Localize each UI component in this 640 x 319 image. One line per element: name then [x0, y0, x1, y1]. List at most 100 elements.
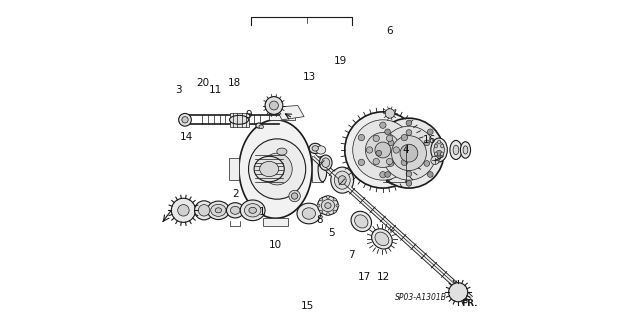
Circle shape [392, 136, 426, 171]
Circle shape [406, 171, 412, 177]
Ellipse shape [259, 125, 264, 129]
Ellipse shape [450, 140, 462, 160]
Text: 9: 9 [245, 110, 252, 120]
Polygon shape [263, 218, 288, 226]
Text: 17: 17 [358, 272, 371, 282]
Ellipse shape [317, 204, 320, 207]
Polygon shape [276, 106, 304, 120]
Ellipse shape [440, 144, 444, 148]
Circle shape [385, 172, 390, 177]
Polygon shape [269, 109, 294, 120]
Circle shape [406, 120, 412, 126]
Ellipse shape [260, 161, 278, 177]
Circle shape [400, 144, 418, 162]
Ellipse shape [277, 148, 287, 155]
Polygon shape [239, 120, 312, 218]
Ellipse shape [240, 200, 265, 221]
Circle shape [289, 190, 300, 202]
Circle shape [365, 132, 401, 167]
Ellipse shape [440, 152, 444, 156]
Circle shape [385, 129, 390, 135]
Text: 14: 14 [179, 132, 193, 142]
Text: 19: 19 [334, 56, 348, 66]
Text: 18: 18 [228, 78, 241, 88]
Ellipse shape [262, 153, 292, 185]
Ellipse shape [431, 138, 447, 162]
Ellipse shape [351, 211, 372, 232]
Ellipse shape [319, 198, 323, 201]
Polygon shape [230, 113, 248, 127]
Circle shape [393, 147, 399, 153]
Ellipse shape [333, 210, 336, 213]
Text: 5: 5 [328, 227, 335, 238]
Ellipse shape [326, 196, 330, 198]
Text: 7: 7 [348, 250, 355, 260]
Ellipse shape [438, 156, 441, 160]
Circle shape [373, 135, 380, 142]
Ellipse shape [453, 145, 459, 155]
Ellipse shape [324, 203, 331, 208]
Ellipse shape [322, 158, 330, 167]
Circle shape [380, 122, 386, 128]
Circle shape [382, 126, 436, 180]
Circle shape [401, 134, 408, 141]
Ellipse shape [244, 204, 261, 217]
Text: 8: 8 [317, 215, 323, 225]
Circle shape [424, 140, 429, 146]
Ellipse shape [435, 152, 438, 156]
Text: 4: 4 [403, 145, 409, 155]
Ellipse shape [434, 142, 444, 158]
Ellipse shape [375, 232, 389, 246]
Circle shape [376, 150, 381, 156]
Circle shape [353, 120, 413, 180]
Text: 3: 3 [175, 85, 182, 95]
Ellipse shape [256, 123, 262, 128]
Circle shape [388, 140, 394, 146]
Ellipse shape [321, 199, 335, 211]
Ellipse shape [312, 146, 319, 151]
Ellipse shape [326, 213, 330, 216]
Text: 10: 10 [269, 240, 282, 250]
Ellipse shape [211, 204, 226, 216]
Circle shape [406, 181, 412, 186]
Text: 12: 12 [377, 272, 390, 282]
Circle shape [265, 97, 283, 115]
Ellipse shape [336, 204, 339, 207]
Ellipse shape [339, 176, 346, 185]
Circle shape [406, 130, 412, 135]
Circle shape [358, 134, 365, 141]
Ellipse shape [331, 167, 354, 193]
Ellipse shape [230, 206, 240, 214]
Text: SP03-A1301B: SP03-A1301B [395, 293, 447, 302]
Ellipse shape [309, 143, 321, 153]
Circle shape [424, 160, 429, 166]
Circle shape [387, 158, 393, 165]
Text: 20: 20 [196, 78, 210, 88]
Circle shape [291, 193, 298, 199]
Circle shape [179, 114, 191, 126]
Circle shape [388, 160, 394, 166]
Circle shape [373, 158, 380, 165]
Circle shape [366, 147, 372, 153]
Ellipse shape [318, 156, 327, 182]
Ellipse shape [207, 201, 230, 219]
Circle shape [428, 172, 433, 177]
Circle shape [182, 117, 188, 123]
Text: 11: 11 [209, 85, 222, 95]
Ellipse shape [317, 196, 339, 215]
Circle shape [345, 112, 421, 188]
Circle shape [358, 159, 365, 166]
Ellipse shape [355, 215, 368, 228]
Ellipse shape [302, 208, 316, 219]
Polygon shape [230, 158, 239, 180]
Circle shape [385, 109, 395, 118]
Ellipse shape [463, 146, 468, 154]
Polygon shape [312, 156, 323, 182]
Circle shape [375, 142, 391, 158]
Ellipse shape [319, 155, 332, 170]
Text: 2: 2 [232, 189, 239, 199]
Circle shape [269, 101, 278, 110]
Circle shape [374, 118, 444, 188]
Circle shape [428, 129, 433, 135]
Text: 6: 6 [387, 26, 393, 36]
